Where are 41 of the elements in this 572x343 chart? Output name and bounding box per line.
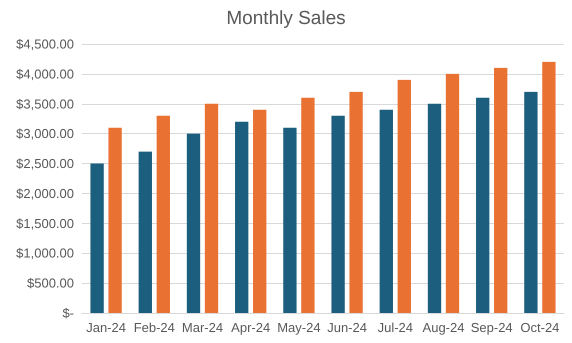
x-tick-label: Jul-24 [378,320,414,335]
bar [446,74,460,313]
y-tick-label: $3,500.00 [16,96,74,112]
x-tick-label: Aug-24 [422,320,464,335]
x-tick-label: Apr-24 [231,320,270,335]
bar [186,134,200,313]
y-tick-label: $2,500.00 [16,156,74,172]
bar [90,164,104,313]
y-tick-label: $1,000.00 [16,246,74,261]
bar [138,152,152,313]
x-tick-label: Jun-24 [327,320,367,335]
bar [494,68,508,313]
bar [476,98,490,313]
bar [331,116,345,313]
bar [380,110,393,313]
y-tick-label: $4,500.00 [16,36,74,52]
bar [253,110,266,313]
y-tick-label: $1,500.00 [16,216,74,231]
bar [235,122,248,313]
bar [524,92,538,313]
x-tick-label: Feb-24 [134,320,175,335]
bar [349,92,363,313]
bar [542,62,556,313]
bar [398,80,411,313]
bar [108,128,122,313]
bar [428,104,442,313]
bar [301,98,315,313]
y-tick-label: $3,000.00 [16,126,74,142]
bar [283,128,297,313]
y-tick-label: $2,000.00 [16,186,74,201]
y-tick-label: $- [62,306,74,320]
y-tick-label: $4,000.00 [16,66,74,82]
bar [204,104,218,313]
x-tick-label: Jan-24 [86,320,126,335]
x-tick-label: Oct-24 [520,320,560,335]
x-tick-label: Sep-24 [470,320,513,335]
bar [156,116,170,313]
chart-title: Monthly Sales [226,8,346,29]
x-tick-label: Mar-24 [182,320,224,335]
x-tick-label: May-24 [277,320,321,335]
y-tick-label: $500.00 [27,276,74,291]
